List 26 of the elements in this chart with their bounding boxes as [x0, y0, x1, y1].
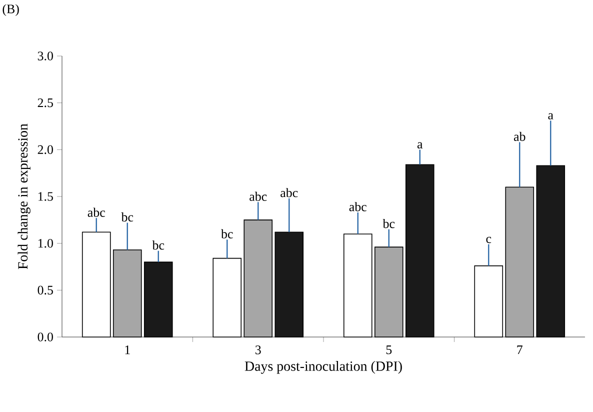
annotation: ab: [514, 132, 526, 141]
annotation: abc: [349, 202, 366, 212]
annotation: bc: [221, 229, 233, 238]
annotation: a: [548, 113, 554, 120]
x-tick-label: 1: [125, 346, 130, 354]
annotation: a: [417, 142, 423, 148]
y-tick-label: 0.5: [38, 286, 53, 295]
y-tick-label: 2.5: [38, 98, 53, 108]
y-tick-label: 3.0: [38, 52, 53, 60]
annotation: bc: [121, 212, 134, 222]
annotation: abc: [280, 188, 298, 198]
y-tick-label: 1.0: [38, 238, 53, 248]
y-tick-label: 1.5: [38, 192, 53, 201]
x-tick-label: 5: [386, 346, 392, 354]
y-tick-label: 2.0: [38, 145, 53, 154]
x-tick-label: 3: [256, 346, 261, 354]
annotation: abc: [250, 192, 267, 201]
annotation: abc: [88, 208, 105, 217]
x-tick-label: 7: [517, 346, 522, 354]
y-axis-title: Fold change in expression: [18, 124, 30, 270]
x-axis-title: Days post-inoculation (DPI): [244, 361, 402, 374]
annotation: c: [486, 236, 492, 244]
y-tick-label: 0.0: [38, 332, 53, 342]
annotation: bc: [382, 218, 395, 228]
text: (B): [2, 4, 19, 16]
annotation: bc: [152, 240, 164, 250]
